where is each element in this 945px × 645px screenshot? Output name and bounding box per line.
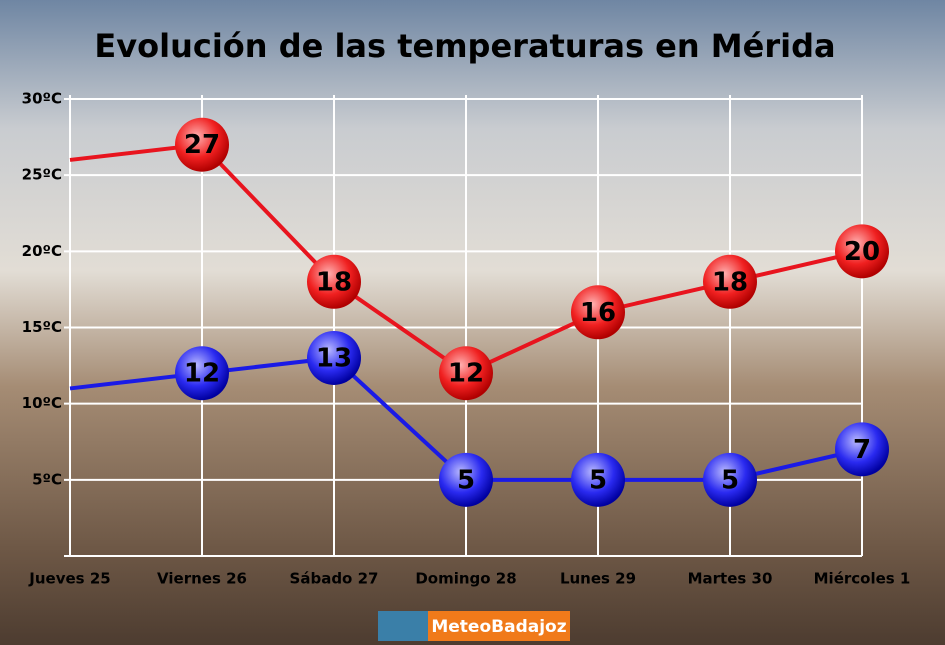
y-tick-label: 25ºC xyxy=(22,166,62,184)
footer-logo: MeteoBadajoz xyxy=(378,611,570,641)
logo-box xyxy=(428,611,570,641)
data-label: 12 xyxy=(448,359,484,389)
data-label: 12 xyxy=(184,359,220,389)
x-tick-label: Domingo 28 xyxy=(415,570,516,588)
footer-text: MeteoBadajoz xyxy=(431,617,566,637)
data-label: 20 xyxy=(844,237,880,267)
x-tick-label: Lunes 29 xyxy=(560,570,636,588)
point-marker xyxy=(175,346,229,401)
data-label: 13 xyxy=(316,343,352,373)
y-tick-label: 10ºC xyxy=(22,394,62,412)
point-marker xyxy=(835,224,889,279)
logo-image xyxy=(378,611,428,641)
x-tick-label: Jueves 25 xyxy=(28,570,110,588)
point-marker xyxy=(307,254,361,309)
x-tick-label: Martes 30 xyxy=(688,570,773,588)
x-tick-label: Miércoles 1 xyxy=(814,570,911,588)
data-label: 5 xyxy=(457,465,475,495)
data-label: 5 xyxy=(721,465,739,495)
data-label: 5 xyxy=(589,465,607,495)
data-label: 7 xyxy=(853,435,871,465)
chart-title: Evolución de las temperaturas en Mérida xyxy=(94,27,835,65)
point-marker xyxy=(703,452,757,507)
data-label: 16 xyxy=(580,298,616,328)
y-tick-label: 15ºC xyxy=(22,318,62,336)
point-marker xyxy=(307,330,361,385)
y-tick-label: 5ºC xyxy=(32,470,62,488)
point-marker xyxy=(835,422,889,477)
data-label: 27 xyxy=(184,130,220,160)
point-marker xyxy=(571,285,625,340)
x-tick-label: Sábado 27 xyxy=(290,570,379,588)
point-marker xyxy=(439,346,493,401)
data-label: 18 xyxy=(316,267,352,297)
point-marker xyxy=(439,452,493,507)
point-marker xyxy=(571,452,625,507)
data-label: 18 xyxy=(712,267,748,297)
point-marker xyxy=(703,254,757,309)
point-marker xyxy=(175,117,229,172)
x-tick-label: Viernes 26 xyxy=(157,570,247,588)
y-tick-label: 30ºC xyxy=(22,90,62,108)
y-tick-label: 20ºC xyxy=(22,242,62,260)
